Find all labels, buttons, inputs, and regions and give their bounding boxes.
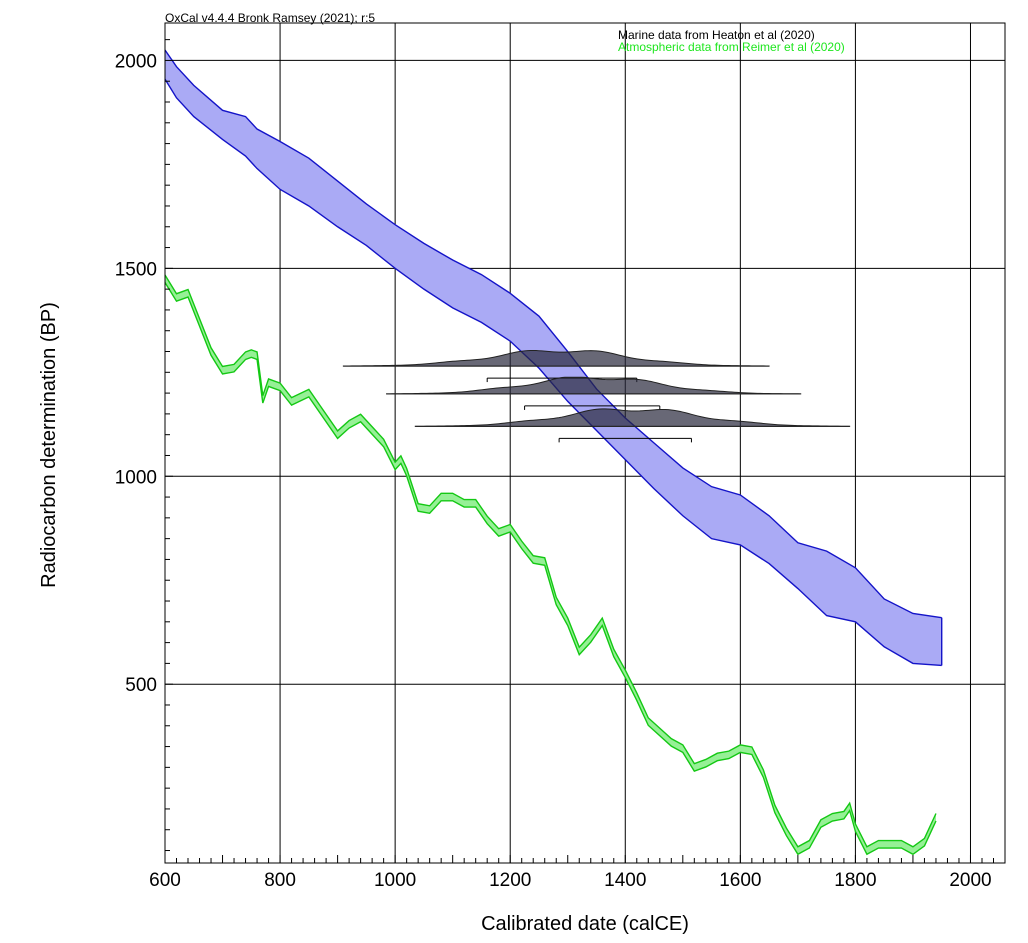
- posterior-distribution: [342, 349, 770, 367]
- plot-frame: [164, 22, 1006, 864]
- axis-layer: 600 800 1000 1200 1400 1600 1800 2000 500 1000 150…: [115, 39, 1006, 891]
- y-axis-title: Radiocarbon determination (BP): [38, 302, 60, 588]
- x-tick-label: 1400: [604, 870, 646, 891]
- marine20-upper-line: [164, 49, 942, 619]
- distribution-layer: [342, 349, 851, 443]
- intcal20-upper-line: [164, 274, 937, 848]
- x-tick-label: 1200: [489, 870, 531, 891]
- chart-title: OxCal v4.4.4 Bronk Ramsey (2021); r:5: [165, 11, 375, 25]
- x-axis-title: Calibrated date (calCE): [481, 913, 689, 935]
- intcal20-band: [165, 275, 936, 855]
- posterior-distribution: [386, 376, 802, 395]
- x-tick-label: 600: [149, 870, 181, 891]
- intcal20-lower-line: [164, 282, 937, 856]
- y-tick-label: 2000: [115, 51, 157, 72]
- y-tick-label: 1500: [115, 259, 157, 280]
- x-tick-label: 2000: [949, 870, 991, 891]
- x-tick-label: 1000: [374, 870, 416, 891]
- series-layer: [164, 49, 943, 856]
- posterior-distribution: [414, 408, 851, 427]
- legend-marine: Marine data from Heaton et al (2020): [618, 28, 815, 42]
- x-tick-label: 800: [264, 870, 296, 891]
- y-tick-label: 1000: [115, 467, 157, 488]
- legend-atmospheric: Atmospheric data from Reimer et al (2020…: [618, 40, 845, 54]
- x-tick-label: 1600: [719, 870, 761, 891]
- y-tick-label: 500: [125, 675, 157, 696]
- x-tick-label: 1800: [834, 870, 876, 891]
